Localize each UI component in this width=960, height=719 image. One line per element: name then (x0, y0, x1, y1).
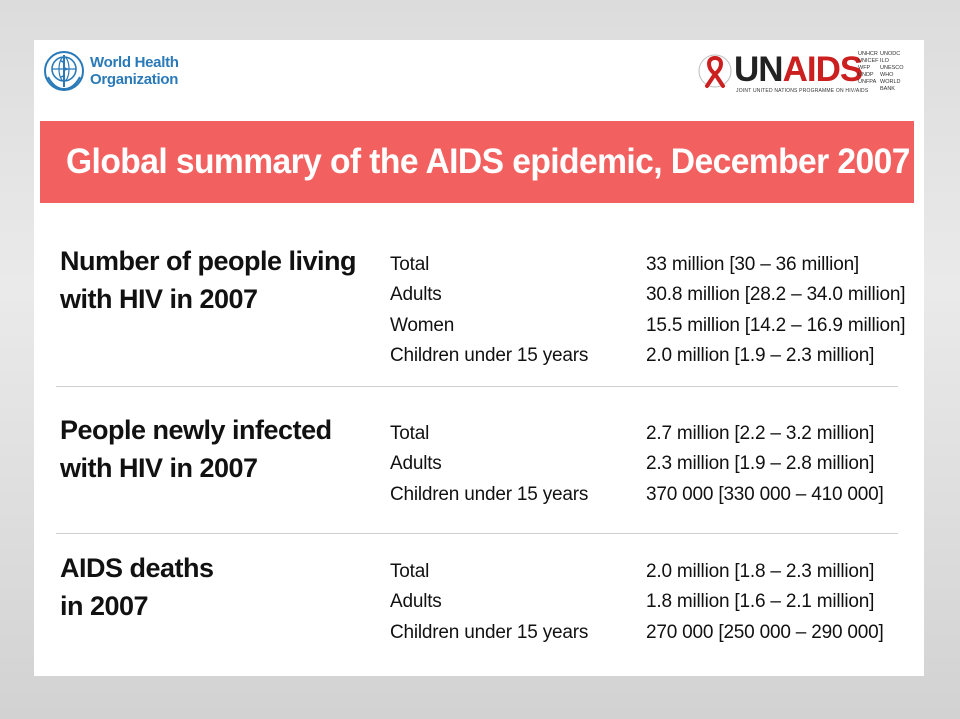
stat-value: 270 000 [250 000 – 290 000] (646, 621, 884, 643)
unaids-aids-text: AIDS (782, 50, 864, 89)
stats-list: Total 2.0 million [1.8 – 2.3 million] Ad… (390, 557, 884, 648)
stat-value: 2.0 million [1.9 – 2.3 million] (646, 345, 875, 367)
stat-value: 1.8 million [1.6 – 2.1 million] (646, 591, 875, 613)
partner-name: ILO (880, 58, 889, 64)
stat-row: Children under 15 years 2.0 million [1.9… (390, 341, 905, 371)
stat-label: Adults (390, 453, 442, 475)
section-heading-line1: People newly infected (60, 415, 332, 445)
section-divider (56, 533, 898, 534)
stat-row: Adults 30.8 million [28.2 – 34.0 million… (390, 280, 906, 310)
partner-name: WHO (880, 72, 894, 78)
who-emblem-icon (44, 51, 84, 91)
stat-row: Women 15.5 million [14.2 – 16.9 million] (390, 311, 906, 341)
stat-value: 2.3 million [1.9 – 2.8 million] (646, 453, 875, 475)
stat-label: Adults (390, 591, 442, 613)
stat-value: 370 000 [330 000 – 410 000] (646, 483, 884, 505)
unaids-un-text: UN (734, 50, 784, 89)
red-ribbon-icon (698, 54, 732, 88)
section-heading-line2: with HIV in 2007 (60, 453, 258, 483)
stat-value: 30.8 million [28.2 – 34.0 million] (646, 284, 906, 306)
who-name-line2: Organization (90, 71, 179, 88)
partner-name: WORLD BANK (880, 79, 901, 92)
partner-name: UNDP (858, 72, 874, 78)
stat-row: Children under 15 years 370 000 [330 000… (390, 480, 884, 510)
unaids-tagline: JOINT UNITED NATIONS PROGRAMME ON HIV/AI… (736, 88, 869, 94)
slide-title: Global summary of the AIDS epidemic, Dec… (66, 142, 910, 181)
stat-value: 33 million [30 – 36 million] (646, 254, 860, 276)
stat-value: 2.7 million [2.2 – 3.2 million] (646, 423, 875, 445)
stat-row: Total 2.0 million [1.8 – 2.3 million] (390, 557, 884, 587)
stat-label: Children under 15 years (390, 621, 589, 643)
stat-label: Children under 15 years (390, 483, 589, 505)
stat-label: Children under 15 years (390, 345, 589, 367)
section-heading: AIDS deaths in 2007 (60, 549, 214, 625)
stat-row: Total 33 million [30 – 36 million] (390, 250, 905, 280)
section-heading-line2: with HIV in 2007 (60, 284, 258, 314)
stats-list: Total 2.7 million [2.2 – 3.2 million] Ad… (390, 419, 884, 510)
section-heading-line1: AIDS deaths (60, 553, 214, 583)
stat-label: Total (390, 254, 430, 276)
stat-value: 2.0 million [1.8 – 2.3 million] (646, 561, 875, 583)
unaids-wordmark: UNAIDS (734, 50, 864, 89)
partner-name: UNFPA (858, 79, 877, 85)
stat-row: Adults 1.8 million [1.6 – 2.1 million] (390, 587, 884, 617)
partner-name: UNESCO (880, 65, 904, 71)
stat-value: 15.5 million [14.2 – 16.9 million] (646, 314, 906, 336)
stat-row: Total 2.7 million [2.2 – 3.2 million] (390, 419, 884, 449)
stat-label: Adults (390, 284, 442, 306)
slide: World Health Organization UNAIDS JOINT U… (34, 40, 924, 676)
partner-name: UNODC (880, 51, 901, 57)
stat-label: Total (390, 423, 430, 445)
stat-label: Total (390, 561, 430, 583)
who-logo: World Health Organization (42, 46, 179, 96)
stat-label: Women (390, 314, 455, 336)
title-banner: Global summary of the AIDS epidemic, Dec… (40, 121, 914, 203)
section-heading: Number of people living with HIV in 2007 (60, 242, 357, 318)
stat-row: Adults 2.3 million [1.9 – 2.8 million] (390, 449, 884, 479)
partner-name: UNHCR (858, 51, 878, 57)
unaids-partner-list: UNHCR UNODC UNICEF ILO WFP UNESCO UNDP W… (858, 51, 906, 93)
stats-list: Total 33 million [30 – 36 million] Adult… (390, 250, 906, 371)
section-heading: People newly infected with HIV in 2007 (60, 411, 332, 487)
partner-name: WFP (858, 65, 871, 71)
section-divider (56, 386, 898, 387)
partner-name: UNICEF (858, 58, 879, 64)
unaids-logo: UNAIDS JOINT UNITED NATIONS PROGRAMME ON… (698, 48, 916, 94)
who-name-line1: World Health (90, 54, 179, 71)
section-heading-line2: in 2007 (60, 591, 149, 621)
stat-row: Children under 15 years 270 000 [250 000… (390, 618, 884, 648)
section-heading-line1: Number of people living (60, 246, 357, 276)
